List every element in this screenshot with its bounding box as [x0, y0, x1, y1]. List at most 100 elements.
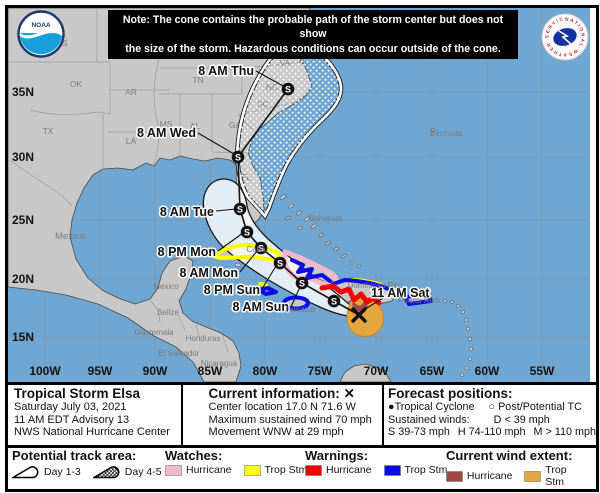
nws-logo: NATIONAL WEATHER SERVICE: [541, 13, 589, 61]
sustained-winds-line: Sustained winds: D < 39 mph: [388, 413, 550, 426]
graphic-frame: KS MO WV KY VA OK TN NC AR SC MS AL GA T…: [5, 5, 599, 492]
wind-category-h: H 74-110 mph: [457, 426, 526, 439]
place-label: Honduras: [186, 334, 221, 343]
track-label: 8 AM Mon: [179, 266, 238, 280]
lon-label: 75W: [308, 364, 333, 378]
state-label: AL: [190, 121, 201, 131]
current-position-icon: ✕: [343, 386, 355, 401]
label-leader-lines: [197, 70, 384, 312]
position-symbols-line: ●Tropical Cyclone ○ Post/Potential TC: [388, 401, 582, 413]
lat-label: 20N: [12, 272, 34, 286]
svg-text:S: S: [331, 296, 337, 306]
longitude-labels: 100W 95W 90W 85W 80W 75W 70W 65W 60W 55W: [29, 364, 555, 378]
center-location: Center location 17.0 N 71.6 W: [208, 401, 356, 413]
place-label: Belize: [157, 308, 179, 317]
state-label: MS: [160, 119, 173, 129]
place-label: Cuba: [246, 245, 266, 254]
info-row: Tropical Storm Elsa Saturday July 03, 20…: [8, 382, 596, 445]
wind-category-s: S 39-73 mph: [388, 426, 450, 439]
cone-day1-3-icon: [12, 466, 39, 479]
legend-day13-label: Day 1-3: [44, 465, 81, 478]
lon-label: 80W: [253, 364, 278, 378]
cone-note-banner: Note: The cone contains the probable pat…: [108, 10, 518, 59]
current-info-title: Current information: ✕: [208, 386, 355, 401]
legend-row: Potential track area: Day 1-3 Day 4-5 Wa…: [8, 445, 596, 488]
note-line-1: Note: The cone contains the probable pat…: [122, 14, 504, 41]
ts-extent-label: Trop Stm: [545, 464, 567, 488]
lon-label: 65W: [420, 364, 445, 378]
storm-info-panel: Tropical Storm Elsa Saturday July 03, 20…: [8, 385, 181, 445]
current-info-panel: Current information: ✕ Center location 1…: [180, 385, 382, 445]
lon-label: 90W: [143, 364, 168, 378]
state-label: OK: [70, 79, 83, 89]
place-label: Mexico: [153, 282, 179, 291]
place-labels: Mexico Mexico Belize Guatemala Honduras …: [55, 129, 463, 368]
legend-wind-extent: Current wind extent: Hurricane Trop Stm: [446, 448, 596, 489]
lon-label: 85W: [198, 364, 223, 378]
forecast-point-marker: S: [231, 150, 245, 164]
state-label: TN: [192, 75, 203, 85]
place-label: Guatemala: [134, 328, 174, 337]
note-line-2: the size of the storm. Hazardous conditi…: [125, 42, 501, 55]
tropical-cyclone-icon: ●: [388, 401, 395, 413]
cone-day4-5: [235, 40, 344, 220]
ts-warning-label: Trop Stm: [404, 464, 448, 476]
lesser-antilles: [443, 299, 474, 378]
ts-extent-swatch: [524, 470, 542, 482]
noaa-logo-text: NOAA: [31, 22, 50, 29]
lon-label: 70W: [364, 364, 389, 378]
storm-advisory: 11 AM EDT Advisory 13: [14, 413, 130, 426]
svg-text:S: S: [235, 152, 241, 162]
storm-title: Tropical Storm Elsa: [14, 386, 141, 401]
svg-text:S: S: [285, 84, 291, 94]
forecast-positions-title: Forecast positions:: [388, 386, 513, 401]
legend-track-area-title: Potential track area:: [12, 448, 137, 463]
legend-wind-extent-title: Current wind extent:: [446, 448, 573, 463]
state-label: LA: [126, 136, 137, 146]
bahamas-islands: [279, 194, 362, 268]
forecast-positions-panel: Forecast positions: ●Tropical Cyclone ○ P…: [382, 385, 596, 445]
forecast-point-marker: S: [233, 202, 247, 216]
place-label: Bahamas: [309, 214, 343, 223]
legend-track-area: Potential track area: Day 1-3 Day 4-5: [12, 449, 170, 479]
lon-label: 95W: [88, 364, 113, 378]
wind-categories-line: S 39-73 mph H 74-110 mph M > 110 mph: [388, 426, 596, 439]
nws-logo-icon: NATIONAL WEATHER SERVICE: [541, 13, 589, 61]
track-label: 8 PM Mon: [158, 245, 216, 259]
forecast-point-marker: S: [240, 225, 254, 239]
svg-text:S: S: [237, 204, 243, 214]
lat-label: 30N: [12, 150, 34, 164]
forecast-point-markers: S S S S S S S S: [231, 82, 341, 308]
forecast-point-marker: S: [295, 276, 309, 290]
place-label: Puerto Rico: [398, 296, 440, 305]
lon-label: 60W: [475, 364, 500, 378]
hurricane-warning-label: Hurricane: [326, 464, 372, 476]
hurricane-watch-swatch: [165, 464, 182, 476]
latitude-labels: 35N 30N 25N 20N 15N: [12, 85, 34, 344]
legend-day45-label: Day 4-5: [124, 465, 162, 478]
ts-watch-swatch: [243, 464, 261, 476]
cone-day4-5-icon: [92, 466, 120, 479]
ts-warning-segments: [257, 258, 433, 311]
track-label: 8 PM Sun: [204, 283, 260, 297]
svg-text:S: S: [277, 258, 283, 268]
ts-warning-swatch: [383, 464, 401, 476]
post-potential-tc-icon: ○: [488, 401, 496, 413]
place-label: Jamaica: [285, 305, 315, 314]
state-label: GA: [229, 120, 242, 130]
track-label: 8 AM Wed: [137, 126, 196, 140]
storm-date: Saturday July 03, 2021: [14, 401, 127, 413]
forecast-point-marker: S: [254, 241, 268, 255]
lon-label: 100W: [29, 364, 61, 378]
forecast-map: KS MO WV KY VA OK TN NC AR SC MS AL GA T…: [8, 8, 590, 382]
place-label: Mexico: [55, 231, 85, 242]
hurricane-warning-segment: [319, 283, 382, 306]
state-label: TX: [43, 126, 54, 136]
ts-watch-label: Trop Stm: [264, 464, 308, 476]
movement: Movement WNW at 29 mph: [208, 426, 344, 439]
lon-label: 55W: [530, 364, 555, 378]
hurricane-watch-label: Hurricane: [186, 464, 232, 476]
hurricane-warning-swatch: [305, 464, 322, 476]
wind-category-m: M > 110 mph: [533, 426, 596, 439]
